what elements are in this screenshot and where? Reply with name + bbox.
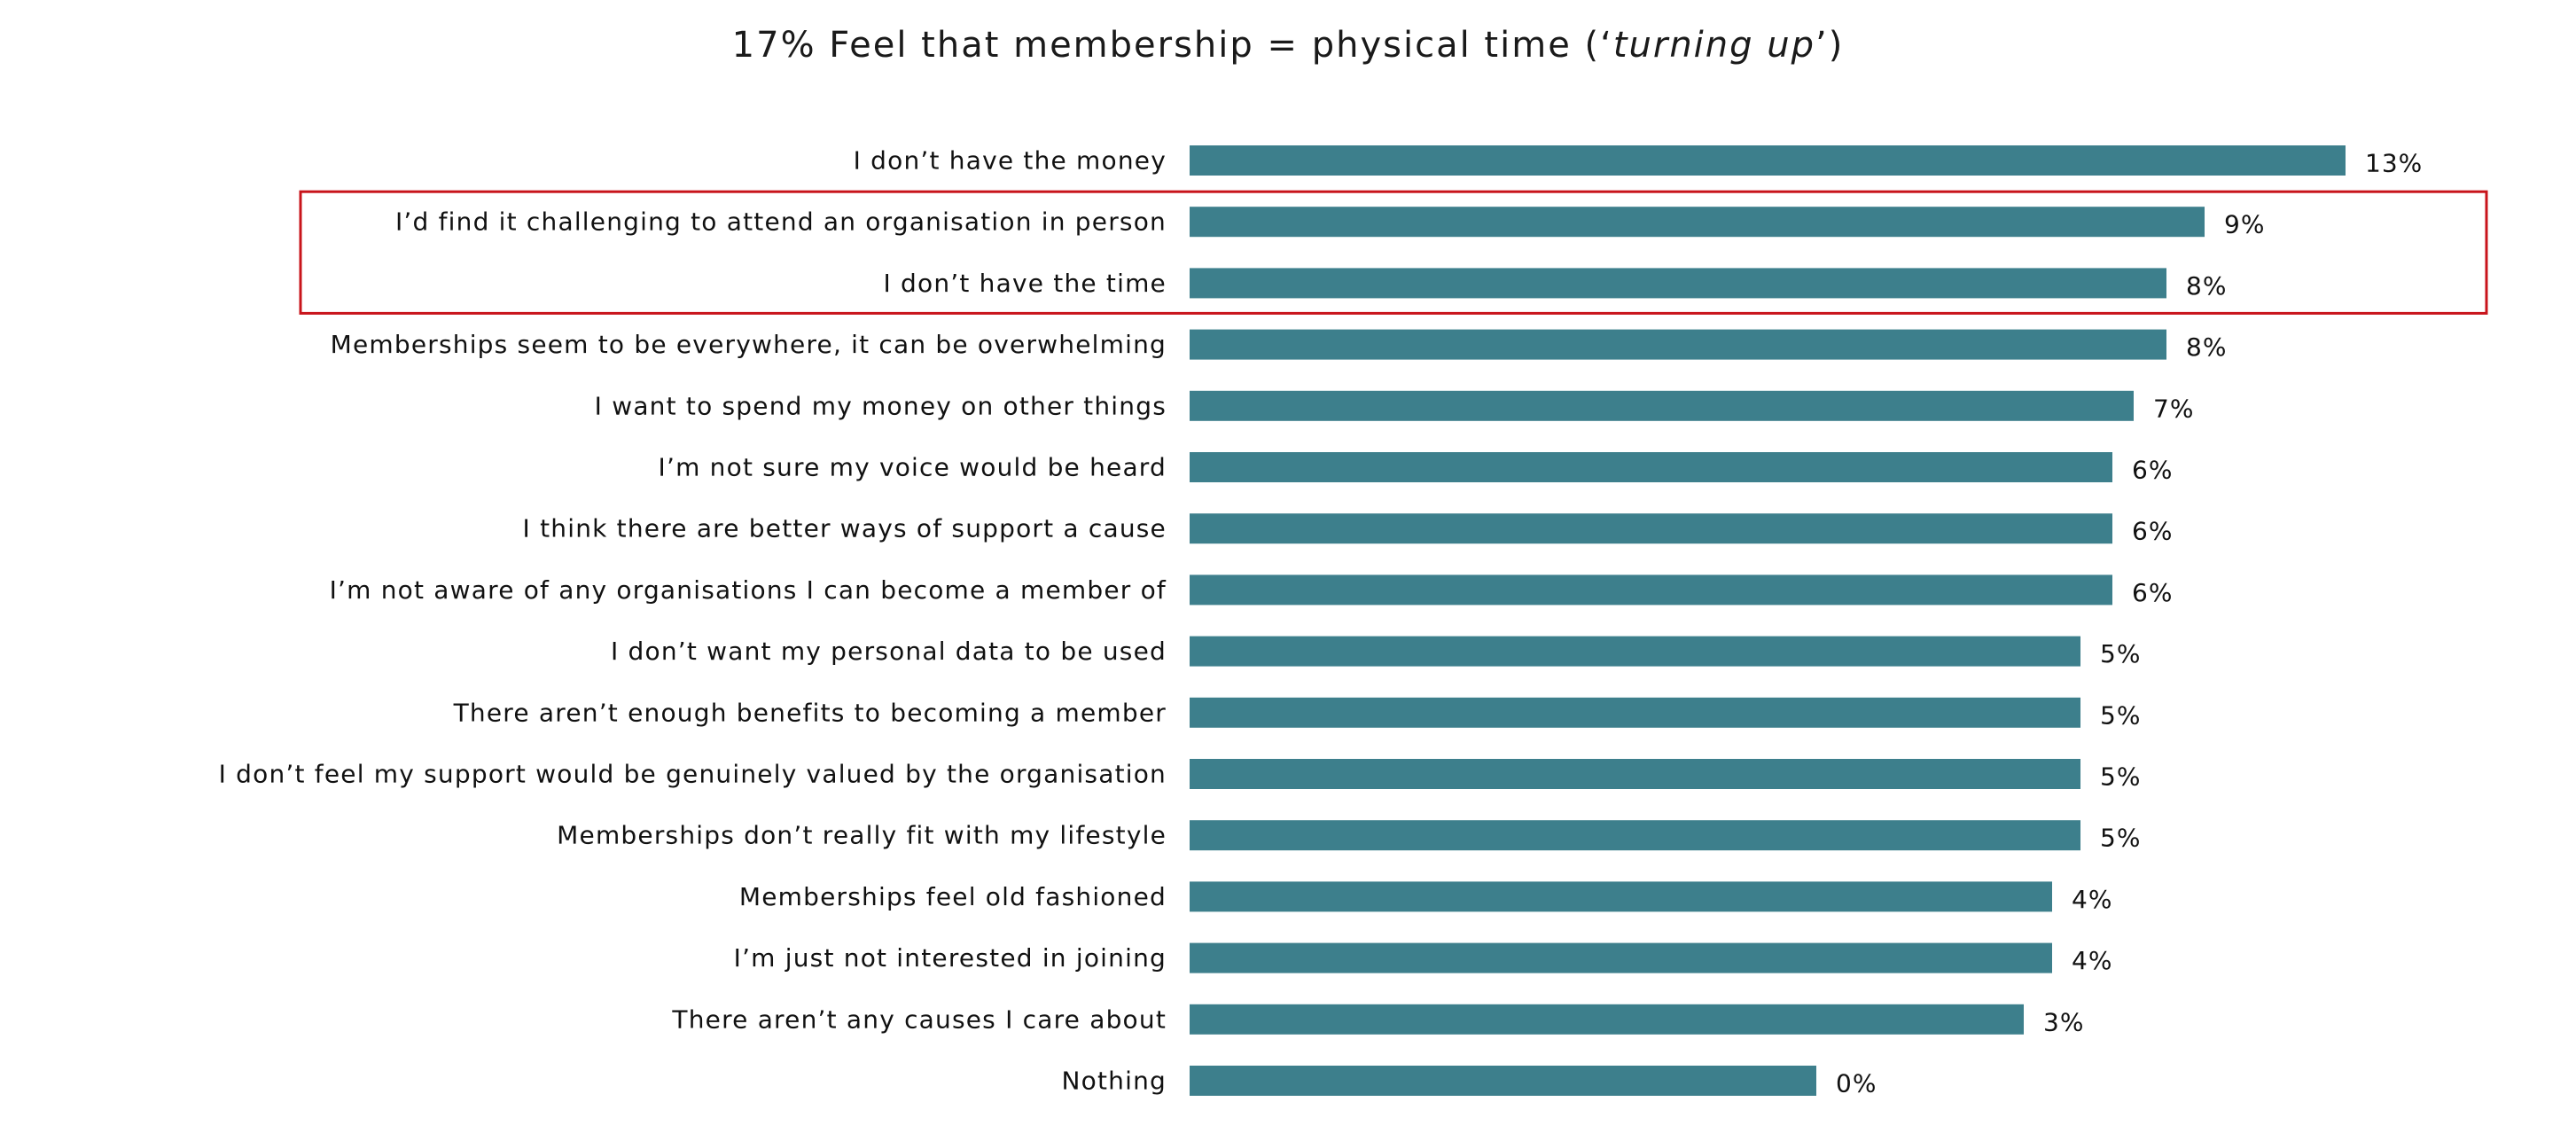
bar-8 (1190, 636, 2080, 667)
bar-14 (1190, 1004, 2024, 1035)
bar-0 (1190, 145, 2346, 176)
category-labels: I don’t have the money I’d find it challe… (219, 146, 1167, 1096)
value-label-8: 5% (2100, 639, 2141, 668)
category-label-2: I don’t have the time (883, 269, 1167, 298)
category-label-11: Memberships don’t really fit with my lif… (557, 821, 1167, 850)
highlight-layer (299, 190, 2488, 315)
value-label-6: 6% (2132, 517, 2173, 546)
value-label-2: 8% (2186, 271, 2227, 301)
bars-layer (1190, 145, 2346, 1096)
category-label-0: I don’t have the money (854, 146, 1167, 176)
bar-9 (1190, 697, 2080, 728)
value-label-1: 9% (2224, 210, 2265, 239)
value-labels: 13% 9% 8% 8% 7% 6% 6% 6% 5% 5% 5% 5% 4% 4% 3% 0% (1836, 149, 2423, 1098)
category-label-1: I’d find it challenging to attend an org… (395, 207, 1167, 237)
bar-15 (1190, 1066, 1816, 1096)
category-label-15: Nothing (1062, 1067, 1167, 1096)
chart-title-emphasis: turning up (1612, 25, 1815, 66)
category-label-7: I’m not aware of any organisations I can… (330, 575, 1167, 605)
chart-title: 17% Feel that membership = physical time… (0, 25, 2576, 66)
bar-3 (1190, 329, 2166, 360)
bar-10 (1190, 759, 2080, 789)
bar-13 (1190, 942, 2052, 973)
bar-6 (1190, 513, 2112, 544)
bar-2 (1190, 268, 2166, 299)
bar-11 (1190, 820, 2080, 851)
chart-title-suffix: ’) (1815, 25, 1845, 66)
category-label-3: Memberships seem to be everywhere, it ca… (331, 330, 1167, 359)
category-label-13: I’m just not interested in joining (734, 943, 1167, 973)
highlight-box (299, 190, 2488, 315)
chart-title-prefix: 17% Feel that membership = physical time… (731, 25, 1613, 66)
bar-4 (1190, 390, 2134, 421)
category-label-8: I don’t want my personal data to be used (611, 637, 1167, 666)
category-label-10: I don’t feel my support would be genuine… (219, 760, 1167, 789)
value-label-12: 4% (2072, 885, 2112, 914)
value-label-4: 7% (2153, 394, 2194, 423)
value-label-3: 8% (2186, 332, 2227, 362)
value-label-0: 13% (2365, 149, 2423, 178)
bar-12 (1190, 881, 2052, 912)
category-label-9: There aren’t enough benefits to becoming… (453, 698, 1167, 727)
value-label-14: 3% (2043, 1007, 2084, 1036)
category-label-5: I’m not sure my voice would be heard (659, 453, 1167, 482)
value-label-5: 6% (2132, 456, 2173, 485)
value-label-10: 5% (2100, 762, 2141, 792)
category-label-14: There aren’t any causes I care about (671, 1004, 1167, 1034)
bar-5 (1190, 452, 2112, 482)
bar-7 (1190, 574, 2112, 606)
bar-1 (1190, 207, 2205, 238)
value-label-9: 5% (2100, 700, 2141, 730)
category-label-6: I think there are better ways of support… (523, 514, 1167, 543)
value-label-13: 4% (2072, 946, 2112, 975)
value-label-15: 0% (1836, 1069, 1877, 1098)
category-label-4: I want to spend my money on other things (595, 391, 1167, 420)
category-label-12: Memberships feel old fashioned (739, 882, 1167, 911)
value-label-11: 5% (2100, 824, 2141, 853)
value-label-7: 6% (2132, 578, 2173, 607)
